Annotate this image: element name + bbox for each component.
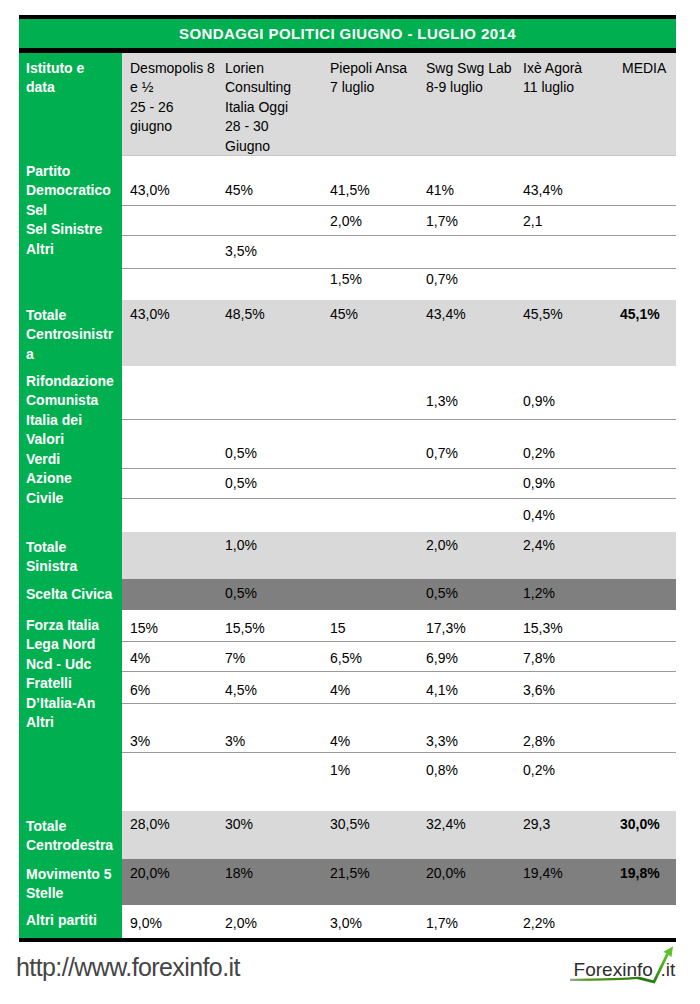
svg-text:Forexinfo: Forexinfo bbox=[574, 959, 653, 980]
